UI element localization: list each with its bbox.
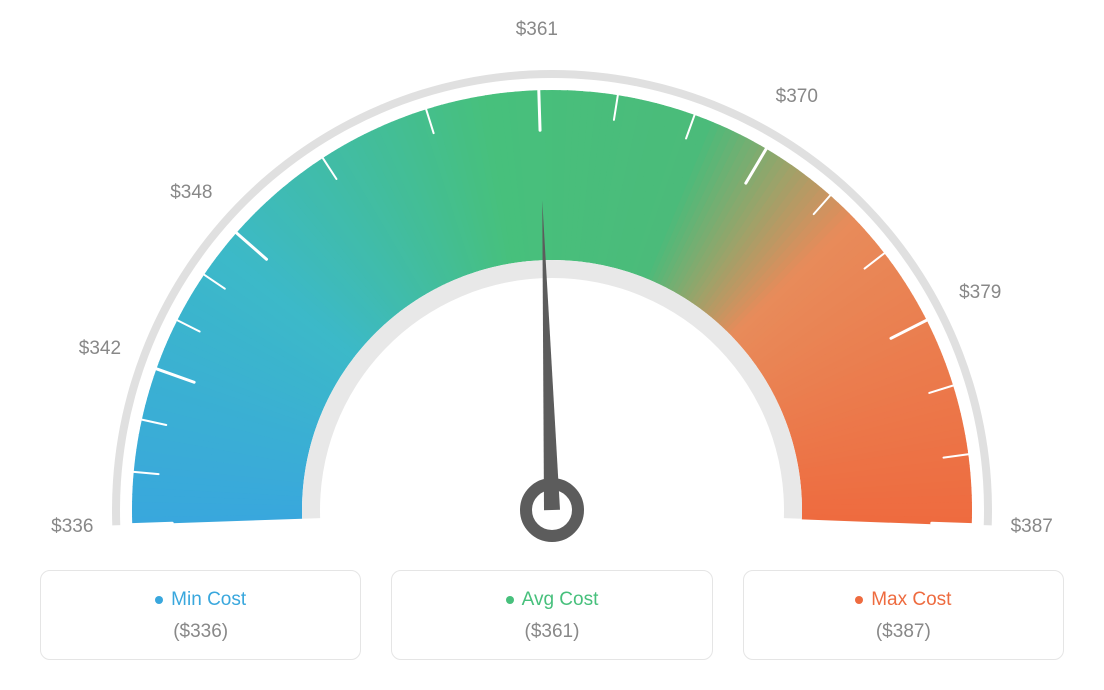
- legend-title-avg: Avg Cost: [506, 589, 599, 611]
- legend-value-avg: ($361): [392, 621, 711, 643]
- legend-label-min: Min Cost: [171, 589, 246, 611]
- legend-dot-max: [855, 596, 863, 604]
- gauge-tick-label: $361: [497, 19, 577, 41]
- gauge-tick-label: $379: [940, 282, 1020, 304]
- gauge-chart: $336 $342 $348 $361 $370 $379 $387: [0, 0, 1104, 560]
- legend-label-avg: Avg Cost: [522, 589, 599, 611]
- legend-dot-avg: [506, 596, 514, 604]
- legend-row: Min Cost ($336) Avg Cost ($361) Max Cost…: [0, 570, 1104, 660]
- legend-dot-min: [155, 596, 163, 604]
- gauge-tick-label: $336: [32, 516, 112, 538]
- legend-value-max: ($387): [744, 621, 1063, 643]
- legend-card-max: Max Cost ($387): [743, 570, 1064, 660]
- legend-title-max: Max Cost: [855, 589, 951, 611]
- gauge-tick-label: $348: [151, 182, 231, 204]
- legend-title-min: Min Cost: [155, 589, 246, 611]
- gauge-svg: [0, 0, 1104, 560]
- legend-card-min: Min Cost ($336): [40, 570, 361, 660]
- legend-label-max: Max Cost: [871, 589, 951, 611]
- gauge-tick-label: $342: [60, 338, 140, 360]
- legend-card-avg: Avg Cost ($361): [391, 570, 712, 660]
- gauge-tick-label: $370: [757, 86, 837, 108]
- legend-value-min: ($336): [41, 621, 360, 643]
- gauge-tick-label: $387: [992, 516, 1072, 538]
